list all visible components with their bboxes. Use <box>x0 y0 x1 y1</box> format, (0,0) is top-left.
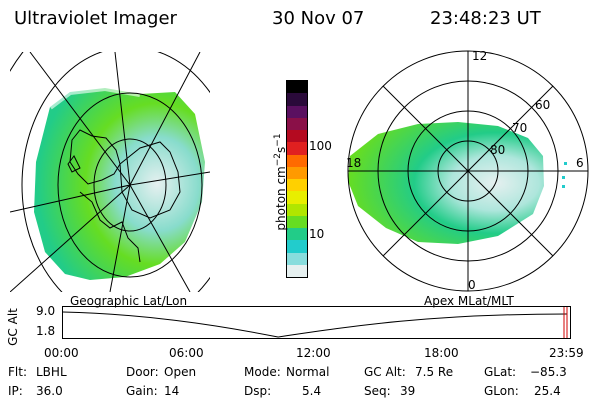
color-swatch <box>287 81 307 94</box>
magnetic-polar-map: 12 18 6 0 60 70 80 <box>346 49 589 292</box>
color-swatch <box>287 93 307 106</box>
mlt-label-0: 0 <box>468 278 476 292</box>
geographic-map <box>10 52 210 292</box>
color-swatch <box>287 166 307 179</box>
right-panel-caption: Apex MLat/MLT <box>424 294 514 308</box>
gain-value: 14 <box>164 384 180 398</box>
color-swatch <box>287 264 307 277</box>
color-swatch <box>287 203 307 216</box>
mlt-label-18: 18 <box>346 156 361 170</box>
altitude-curve <box>62 311 568 338</box>
color-swatch <box>287 130 307 143</box>
color-swatch <box>287 154 307 167</box>
gc-alt-label: GC Alt: <box>364 365 406 379</box>
color-swatch <box>287 252 307 265</box>
ip-label: IP: <box>8 384 23 398</box>
mode-value: Normal <box>286 365 330 379</box>
ip-value: 36.0 <box>36 384 63 398</box>
left-panel-caption: Geographic Lat/Lon <box>70 294 188 308</box>
time-tick-0600: 06:00 <box>169 346 204 360</box>
mlat-label-60: 60 <box>535 98 550 112</box>
mlt-label-6: 6 <box>576 156 584 170</box>
color-swatch <box>287 117 307 130</box>
color-swatch <box>287 191 307 204</box>
door-value: Open <box>164 365 197 379</box>
gc-alt-value: 7.5 Re <box>415 365 454 379</box>
aurora-image-magnetic <box>348 122 544 244</box>
door-label: Door: <box>126 365 159 379</box>
time-tick-2359: 23:59 <box>549 346 584 360</box>
color-swatch <box>287 105 307 118</box>
glat-label: GLat: <box>484 365 517 379</box>
mlat-label-70: 70 <box>512 121 527 135</box>
seq-label: Seq: <box>364 384 391 398</box>
time-tick-1200: 12:00 <box>296 346 331 360</box>
color-swatch <box>287 142 307 155</box>
colorbar-unit-label: photon cm−2s−1 <box>273 133 288 231</box>
altitude-axis-label: GC Alt <box>5 308 20 346</box>
seq-value: 39 <box>400 384 416 398</box>
dsp-value: 5.4 <box>302 384 322 398</box>
color-scale-bar <box>286 80 308 278</box>
time-tick-1800: 18:00 <box>424 346 459 360</box>
altitude-plot <box>62 306 571 339</box>
observation-time: 23:48:23 UT <box>430 8 541 29</box>
glat-value: −85.3 <box>530 365 567 379</box>
dsp-label: Dsp: <box>244 384 272 398</box>
colorbar-tick-10: 10 <box>309 227 325 241</box>
color-swatch <box>287 240 307 253</box>
mlat-label-80: 80 <box>490 143 505 157</box>
time-tick-0000: 00:00 <box>44 346 79 360</box>
coastline <box>119 141 181 219</box>
instrument-title: Ultraviolet Imager <box>14 8 177 29</box>
mlt-label-12: 12 <box>472 49 487 63</box>
colorbar-tick-100: 100 <box>309 139 332 153</box>
observation-date: 30 Nov 07 <box>272 8 365 29</box>
altitude-tick-low: 1.8 <box>36 324 56 338</box>
color-swatch <box>287 228 307 241</box>
altitude-tick-high: 9.0 <box>36 304 56 318</box>
glon-value: 25.4 <box>534 384 561 398</box>
filter-label: Flt: <box>8 365 27 379</box>
filter-value: LBHL <box>36 365 67 379</box>
coastline <box>69 129 121 185</box>
color-swatch <box>287 179 307 192</box>
glon-label: GLon: <box>484 384 519 398</box>
mode-label: Mode: <box>244 365 281 379</box>
color-swatch <box>287 215 307 228</box>
gain-label: Gain: <box>126 384 158 398</box>
